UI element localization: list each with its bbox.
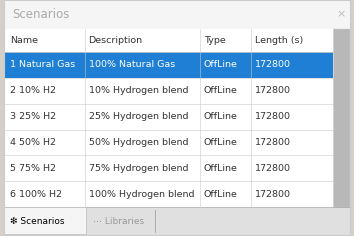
Text: 172800: 172800 [255,190,291,198]
Text: ❇ Scenarios: ❇ Scenarios [10,216,64,226]
Text: 1 Natural Gas: 1 Natural Gas [10,60,75,69]
Bar [4,52,333,78]
Text: 172800: 172800 [255,112,291,121]
Text: ⋯ Libraries: ⋯ Libraries [93,216,144,226]
Text: ×: × [337,9,346,20]
Text: 10% Hydrogen blend: 10% Hydrogen blend [88,86,188,95]
Bar [4,155,333,181]
Text: 172800: 172800 [255,86,291,95]
Text: OffLine: OffLine [204,86,238,95]
Text: 50% Hydrogen blend: 50% Hydrogen blend [88,138,188,147]
Text: 172800: 172800 [255,60,291,69]
Text: 5 75% H2: 5 75% H2 [10,164,56,173]
Text: Length (s): Length (s) [255,36,303,45]
Bar [4,207,350,235]
Text: Scenarios: Scenarios [12,8,69,21]
Text: 100% Natural Gas: 100% Natural Gas [88,60,175,69]
Bar [4,130,333,155]
Text: OffLine: OffLine [204,164,238,173]
Text: 6 100% H2: 6 100% H2 [10,190,62,198]
Text: 2 10% H2: 2 10% H2 [10,86,56,95]
Text: Name: Name [10,36,38,45]
Bar [4,29,333,52]
Text: 172800: 172800 [255,138,291,147]
Text: 75% Hydrogen blend: 75% Hydrogen blend [88,164,188,173]
Text: 4 50% H2: 4 50% H2 [10,138,56,147]
Text: 25% Hydrogen blend: 25% Hydrogen blend [88,112,188,121]
Text: 3 25% H2: 3 25% H2 [10,112,56,121]
Text: OffLine: OffLine [204,190,238,198]
Bar [4,181,333,207]
Bar [4,29,333,207]
Text: OffLine: OffLine [204,112,238,121]
Bar [4,207,86,234]
Text: Description: Description [88,36,143,45]
Text: OffLine: OffLine [204,60,238,69]
Text: 172800: 172800 [255,164,291,173]
Bar [4,78,333,104]
Text: OffLine: OffLine [204,138,238,147]
Bar [4,104,333,130]
Bar [4,0,350,29]
Bar [333,29,350,207]
Text: 100% Hydrogen blend: 100% Hydrogen blend [88,190,194,198]
Text: Type: Type [204,36,225,45]
